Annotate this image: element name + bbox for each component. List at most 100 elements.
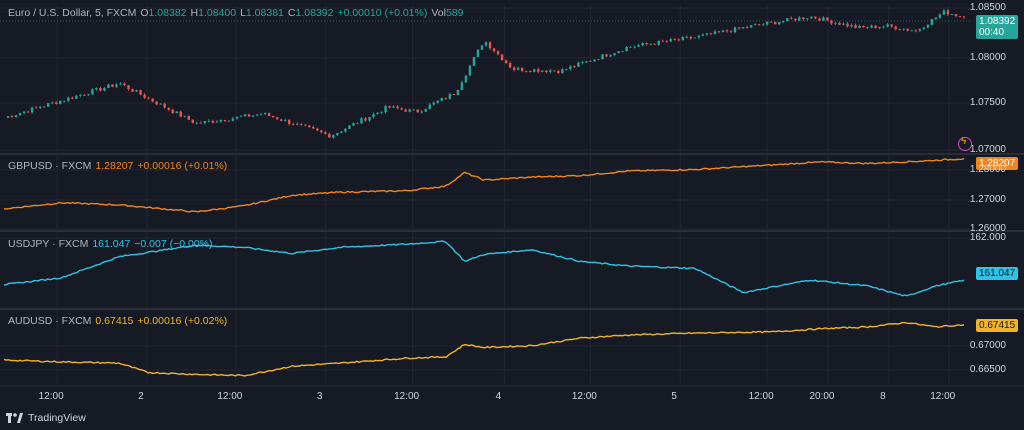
candle-body [416,109,419,113]
x-tick-label: 3 [316,391,323,402]
series-line-usdjpy [3,240,965,297]
candle-body [938,14,942,18]
candle-body [408,109,411,112]
lightning-alert-icon[interactable] [958,136,972,151]
x-tick-label: 4 [495,391,502,402]
candle-body [685,36,689,38]
eurusd-price-tag: 1.08392 00:40 [976,15,1019,39]
candle-body [942,10,946,15]
candle-body [468,65,472,76]
brand-label: TradingView [28,412,86,424]
candle-body [870,25,873,28]
candle-body [830,20,833,24]
candle-body [360,118,363,124]
candle-body [111,84,114,87]
usdjpy-price-tag: 161.047 [976,267,1019,280]
candle-body [922,27,926,29]
candle-body [18,113,22,116]
candle-body [713,31,717,35]
tradingview-brand[interactable]: TradingView [6,412,86,424]
candle-body [589,61,592,62]
candle-body [737,27,741,29]
candle-body [677,39,681,41]
candle-body [51,102,54,104]
candle-body [504,60,508,63]
candle-body [910,30,913,32]
eurusd-symbol[interactable]: Euro / U.S. Dollar, 5, FXCM [8,7,137,19]
low-value: 1.08381 [245,7,284,19]
candle-body [769,21,773,23]
candle-body [103,87,106,91]
candle-body [448,94,452,99]
candle-body [806,18,809,20]
candle-body [412,109,415,111]
candle-body [376,112,379,114]
audusd-symbol[interactable]: AUDUSD · FXCM [8,315,92,327]
candle-body [958,16,962,17]
eurusd-legend: Euro / U.S. Dollar, 5, FXCM O 1.08382 H 1.… [8,7,464,19]
candle-body [866,27,869,28]
candle-body [930,19,934,25]
candle-body [115,84,118,87]
candle-body [733,27,737,33]
usdjpy-symbol[interactable]: USDJPY · FXCM [8,238,89,250]
candle-body [167,107,170,110]
candle-body [798,17,801,21]
candle-body [902,28,905,30]
candle-body [328,133,331,138]
candle-body [629,46,632,48]
candle-body [585,61,588,63]
candle-body [131,89,134,92]
candle-body [557,70,560,73]
candle-body [67,97,70,101]
candle-body [187,115,190,120]
series-line-gbpusd [3,158,965,213]
x-tick-label: 2 [138,391,144,402]
candle-body [348,125,351,129]
candle-body [207,120,211,122]
candle-body [464,75,468,83]
candle-body [661,40,664,42]
candle-body [500,54,504,61]
candle-body [287,119,291,124]
candle-body [753,24,757,26]
candle-body [203,120,207,124]
candle-body [22,111,26,114]
x-tick-label: 8 [880,391,886,402]
usdjpy-change: −0.007 (−0.00%) [134,238,213,250]
candle-body [782,21,785,23]
candle-body [388,106,391,108]
candle-body [79,94,82,96]
candle-body [34,107,38,109]
gbpusd-symbol[interactable]: GBPUSD · FXCM [8,160,92,172]
volume-value: 589 [445,7,464,19]
candle-body [171,109,174,114]
candle-body [950,14,954,15]
candle-body [508,62,512,68]
candle-body [516,67,520,70]
candle-body [512,67,516,70]
candle-body [296,123,299,125]
audusd-last: 0.67415 [95,315,134,327]
candle-body [886,24,889,27]
x-tick-label: 20:00 [809,391,835,402]
candle-body [223,120,227,122]
candle-body [179,111,182,117]
candle-body [649,44,652,45]
candle-body [71,97,74,99]
candle-body [645,43,648,45]
candle-body [472,57,476,66]
candle-body [673,39,676,40]
candle-body [725,30,729,32]
candle-body [324,132,327,134]
candle-body [593,59,596,62]
candle-body [794,18,797,21]
gbpusd-last: 1.28207 [95,160,134,172]
y-tick-label: 1.27000 [969,194,1006,205]
candle-body [243,114,247,117]
candle-body [147,97,150,99]
candle-body [304,124,307,126]
